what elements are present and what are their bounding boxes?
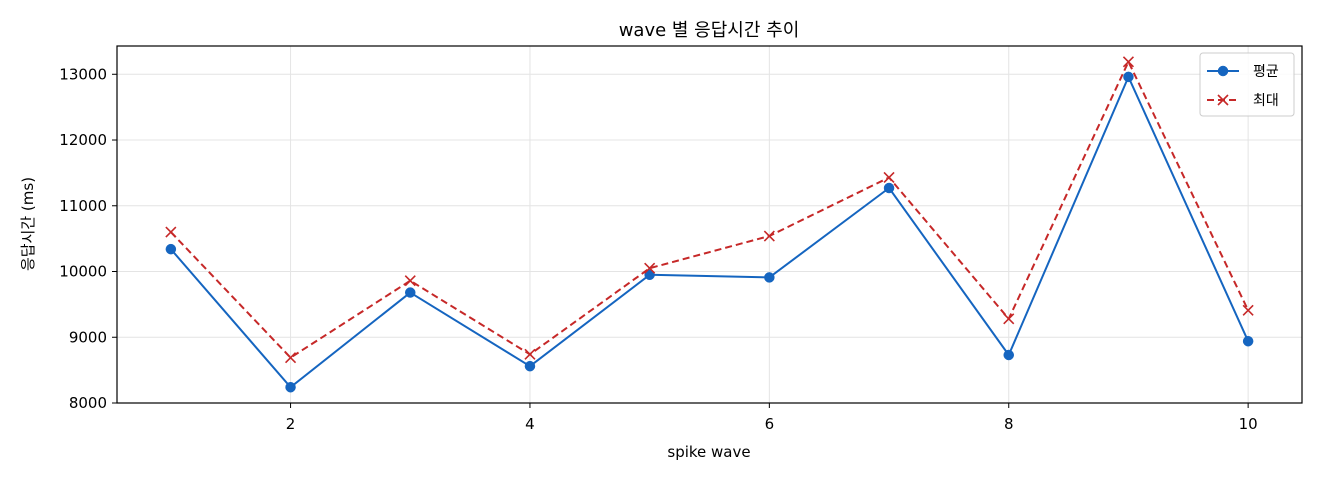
x-tick-label: 8 (1004, 415, 1014, 433)
y-tick-label: 11000 (59, 197, 107, 215)
data-point (404, 275, 416, 287)
data-point (1122, 56, 1135, 68)
data-point (1003, 349, 1014, 361)
data-point (165, 226, 177, 238)
series-1 (165, 71, 1254, 393)
data-point (764, 272, 775, 283)
data-point (883, 171, 895, 184)
legend-entry: 평균 (1207, 64, 1279, 80)
legend-label: 평균 (1253, 64, 1279, 80)
ticks: 2 4 6 8 10 8000 9000 10000 11000 12000 13000 (59, 65, 1257, 433)
chart-title: wave 별 응답시간 추이 (619, 20, 800, 41)
x-axis-label: spike wave (667, 443, 750, 461)
legend-swatch-marker (1217, 94, 1229, 106)
series-line (170, 60, 1250, 359)
x-tick-label: 2 (286, 415, 296, 433)
y-tick-label: 9000 (69, 328, 107, 346)
legend-label: 최대 (1253, 93, 1279, 109)
x-tick-label: 10 (1239, 415, 1258, 433)
x-tick-label: 4 (525, 415, 535, 433)
data-point (1003, 313, 1015, 325)
legend-entry: 최대 (1207, 93, 1279, 109)
y-tick-label: 10000 (59, 263, 107, 281)
series-layer (165, 56, 1254, 393)
data-point (1123, 71, 1134, 83)
data-point (883, 182, 895, 194)
data-point (1242, 335, 1254, 347)
series-line (170, 75, 1250, 389)
plot-area-frame (116, 45, 1303, 404)
data-point (165, 243, 177, 255)
series-2 (165, 56, 1254, 364)
x-tick-label: 6 (765, 415, 775, 433)
y-axis-label: 응답시간 (ms) (19, 177, 37, 271)
data-point (644, 269, 655, 281)
data-point (1242, 304, 1254, 316)
legend-swatch-marker (1217, 65, 1229, 77)
y-tick-label: 13000 (59, 65, 107, 83)
data-point (644, 262, 656, 274)
y-tick-label: 12000 (59, 131, 107, 149)
data-point (524, 348, 536, 360)
data-point (763, 230, 775, 242)
data-point (405, 287, 416, 298)
legend-box (1199, 52, 1295, 117)
grid (117, 46, 1302, 404)
data-point (284, 352, 297, 364)
data-point (524, 360, 536, 372)
data-point (285, 381, 296, 393)
y-tick-label: 8000 (69, 394, 107, 412)
